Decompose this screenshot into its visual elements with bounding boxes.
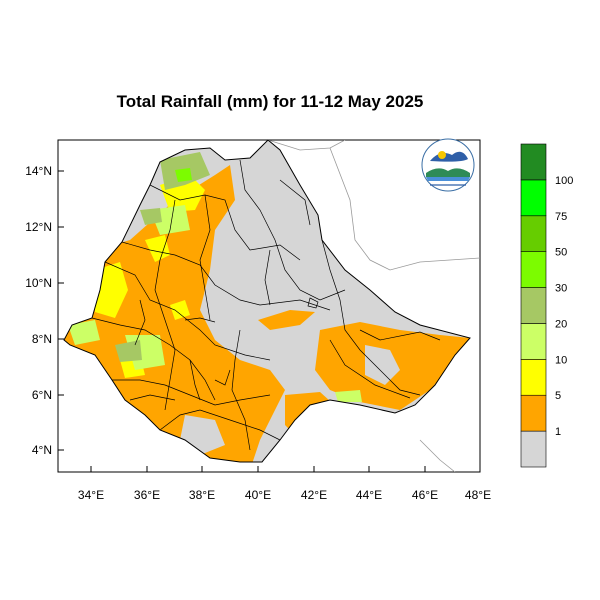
x-tick-label: 36°E <box>134 488 160 502</box>
x-tick-label: 46°E <box>412 488 438 502</box>
x-tick-label: 44°E <box>356 488 382 502</box>
legend-label: 100 <box>555 175 573 187</box>
field-lightgreen-5 <box>335 390 362 402</box>
legend-swatch <box>520 287 547 324</box>
x-tick-label: 38°E <box>189 488 215 502</box>
legend-label: 30 <box>555 283 567 295</box>
legend-label: 75 <box>555 211 567 223</box>
x-tick-label: 34°E <box>78 488 104 502</box>
institute-logo <box>421 138 475 192</box>
field-yellow-3 <box>145 235 170 262</box>
legend-swatch <box>520 359 547 396</box>
legend-swatch <box>520 430 547 468</box>
field-olive-3 <box>140 208 162 225</box>
x-tick-label: 42°E <box>301 488 327 502</box>
y-axis-ticks <box>58 170 64 451</box>
y-tick-label: 12°N <box>25 220 52 234</box>
color-legend: 1 5 10 20 30 50 75 100 <box>520 143 573 468</box>
x-tick-label: 40°E <box>245 488 271 502</box>
legend-swatch <box>520 323 547 360</box>
legend-label: 20 <box>555 318 567 330</box>
field-yellow-4 <box>170 300 190 320</box>
legend-swatch <box>520 215 547 252</box>
legend-label: 50 <box>555 247 567 259</box>
y-axis-labels: 14°N 12°N 10°N 8°N 6°N 4°N <box>25 164 52 457</box>
y-tick-label: 8°N <box>32 332 52 346</box>
legend-label: 10 <box>555 354 567 366</box>
legend-label: 5 <box>555 390 561 402</box>
hills-icon <box>426 168 470 177</box>
legend-swatch <box>520 179 547 217</box>
neighbour-borders <box>267 140 480 472</box>
x-axis-labels: 34°E 36°E 38°E 40°E 42°E 44°E 46°E 48°E <box>78 488 491 502</box>
y-tick-label: 10°N <box>25 276 52 290</box>
legend-label: 1 <box>555 426 561 438</box>
x-axis-ticks <box>90 466 481 472</box>
field-yellow-1 <box>95 262 128 318</box>
field-lightgreen-2 <box>68 320 100 345</box>
legend-swatch <box>520 251 547 288</box>
y-tick-label: 4°N <box>32 443 52 457</box>
field-gray-pocket-2 <box>365 345 400 385</box>
sun-icon <box>438 151 446 159</box>
water-icon <box>426 177 470 181</box>
x-tick-label: 48°E <box>465 488 491 502</box>
country-outline <box>63 139 471 463</box>
legend-swatch <box>520 143 547 181</box>
y-tick-label: 14°N <box>25 164 52 178</box>
chart-title: Total Rainfall (mm) for 11-12 May 2025 <box>116 92 424 111</box>
field-olive-2 <box>115 340 142 362</box>
legend-swatch <box>520 394 547 432</box>
y-tick-label: 6°N <box>32 388 52 402</box>
admin-boundaries <box>91 159 441 451</box>
field-gray-pocket-1 <box>212 245 255 310</box>
field-green-1 <box>175 168 192 182</box>
field-orange-central <box>258 310 315 330</box>
